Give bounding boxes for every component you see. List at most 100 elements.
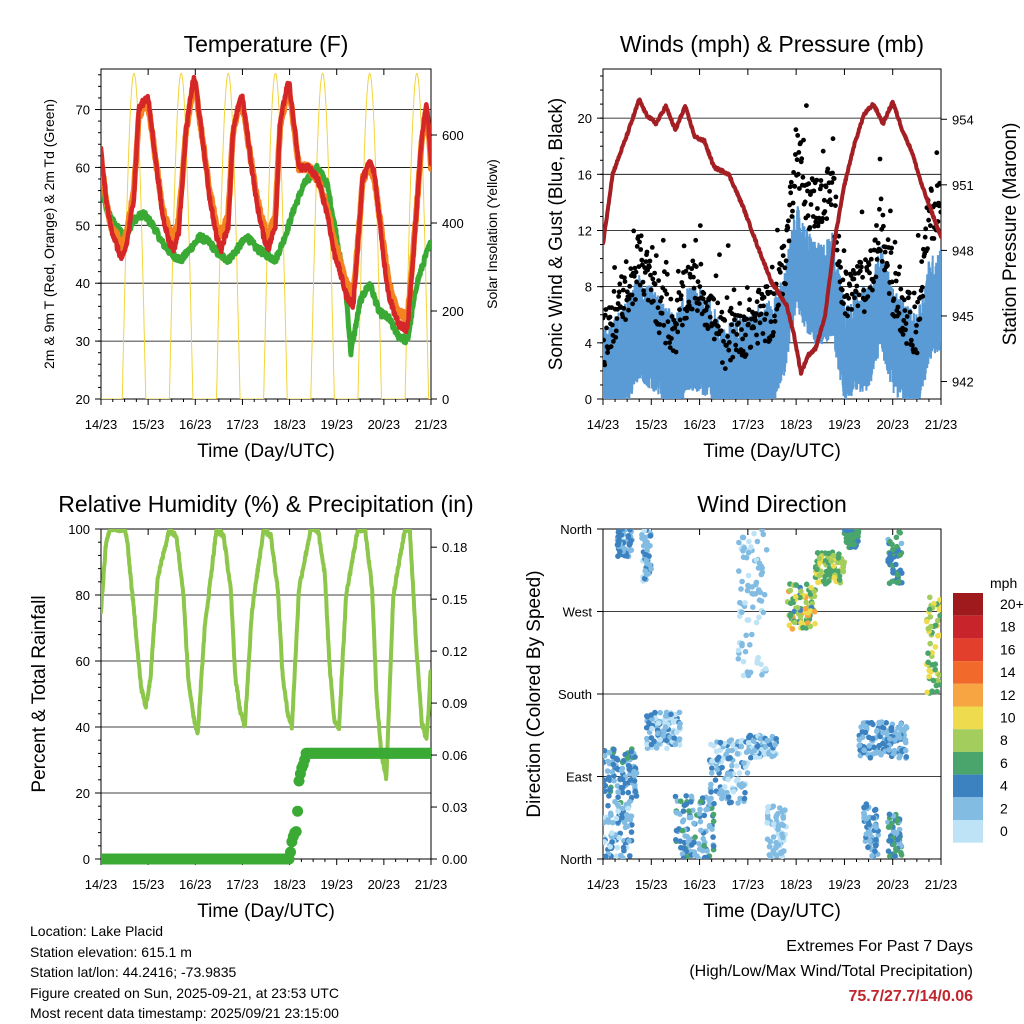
gust-point [788, 179, 794, 185]
direction-point [792, 593, 799, 600]
gust-point [753, 318, 758, 323]
direction-point [615, 808, 621, 814]
direction-point [628, 749, 634, 755]
gust-point [833, 194, 839, 200]
direction-point [609, 830, 615, 836]
gust-point [705, 326, 711, 332]
direction-point [727, 755, 733, 761]
gust-point [657, 322, 663, 327]
x-tick-label: 16/23 [179, 877, 212, 892]
gust-point [781, 243, 787, 249]
gust-point [664, 291, 670, 297]
direction-point [683, 793, 689, 799]
gust-point [785, 225, 791, 231]
direction-point [903, 754, 910, 760]
direction-point [683, 801, 690, 808]
direction-point [679, 827, 686, 834]
gust-point [889, 279, 895, 285]
direction-point [615, 789, 621, 795]
direction-point [771, 821, 777, 827]
direction-point [686, 814, 693, 821]
gust-point [855, 303, 861, 309]
gust-point [725, 334, 730, 339]
direction-point [616, 834, 622, 841]
gust-point [830, 136, 836, 142]
x-tick-label: 14/23 [587, 877, 620, 892]
gust-point [675, 268, 681, 274]
gust-point [650, 276, 656, 282]
direction-point [824, 579, 830, 586]
direction-point [663, 737, 670, 744]
direction-point [632, 754, 638, 760]
direction-point [744, 617, 751, 623]
direction-point [896, 578, 902, 585]
direction-point [680, 855, 687, 859]
direction-point [626, 838, 632, 844]
gust-point [621, 305, 627, 311]
direction-point [750, 604, 756, 610]
direction-point [619, 776, 626, 783]
gust-point [827, 188, 832, 194]
gust-point [722, 366, 728, 371]
gust-point [626, 296, 632, 301]
x-tick-label: 20/23 [368, 877, 401, 892]
gust-point [677, 307, 682, 312]
direction-point [759, 565, 765, 571]
direction-point [735, 656, 742, 662]
gust-point [904, 314, 910, 319]
x-tick-label: 20/23 [876, 877, 909, 892]
x-axis-label: Time (Day/UTC) [197, 441, 335, 462]
chart-title: Winds (mph) & Pressure (mb) [620, 31, 924, 57]
y-axis-label-right: Station Pressure (Maroon) [1000, 123, 1021, 346]
x-tick-label: 19/23 [320, 417, 353, 432]
y-right-tick-label: 0.09 [442, 696, 467, 711]
direction-point [893, 534, 900, 541]
direction-point [863, 831, 870, 837]
gust-point [895, 304, 901, 310]
gust-point [825, 166, 831, 172]
direction-point [710, 818, 717, 825]
gust-point [648, 287, 654, 293]
gust-point [925, 246, 930, 252]
y-tick-label: 70 [76, 103, 90, 118]
direction-point [603, 853, 609, 859]
gust-point [827, 197, 833, 203]
gust-point [797, 186, 802, 191]
speed-colorbar: mph 20+ 18 16 14 12 10 8 6 4 2 0 [953, 575, 1024, 843]
direction-point [937, 612, 941, 619]
gust-point [788, 190, 794, 196]
gust-point [791, 170, 796, 175]
direction-point [734, 763, 740, 769]
gust-point [645, 297, 651, 303]
gust-point [824, 216, 830, 222]
gust-point [761, 294, 767, 300]
direction-point [672, 741, 679, 748]
gust-point [623, 317, 628, 322]
direction-point [893, 830, 900, 836]
gust-point [920, 293, 926, 299]
direction-points [603, 529, 941, 859]
y-right-tick-label: 0.06 [442, 748, 467, 763]
direction-point [843, 535, 850, 541]
gust-point [885, 263, 890, 268]
colorbar-swatch [953, 797, 983, 820]
temperature-chart: 14/23 15/23 16/23 17/23 18/23 19/23 20/23 21/23… [41, 31, 500, 462]
x-tick-label: 15/23 [132, 877, 165, 892]
gust-point [806, 181, 812, 187]
gust-point [628, 266, 634, 271]
direction-point [858, 724, 864, 730]
direction-point [661, 729, 667, 735]
gust-point [822, 209, 828, 214]
colorbar-label: 16 [1000, 641, 1016, 657]
x-tick-label: 21/23 [925, 877, 958, 892]
gust-point [886, 291, 892, 296]
x-tick-label: 17/23 [732, 417, 765, 432]
gust-point [820, 216, 825, 221]
gust-point [748, 316, 754, 322]
gust-point [617, 281, 623, 287]
gust-point [847, 283, 853, 288]
direction-point [894, 817, 901, 824]
direction-point [738, 743, 745, 750]
station-elevation: Station elevation: 615.1 m [30, 943, 192, 960]
direction-point [614, 765, 620, 772]
